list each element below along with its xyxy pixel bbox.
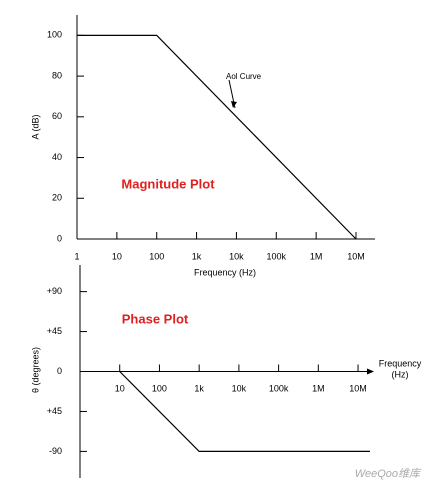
x-tick-label: 10k bbox=[232, 383, 247, 393]
annotation-arrowhead bbox=[231, 101, 237, 108]
y-tick-label: +90 bbox=[47, 286, 62, 296]
watermark: WeeQoo维库 bbox=[355, 467, 422, 480]
y-tick-label: -90 bbox=[49, 446, 62, 456]
x-tick-label: 10M bbox=[349, 383, 367, 393]
y-axis-label: θ (degrees) bbox=[30, 347, 40, 393]
x-tick-label: 1k bbox=[194, 383, 204, 393]
y-tick-label: +45 bbox=[47, 406, 62, 416]
y-tick-label: 20 bbox=[52, 193, 62, 203]
x-tick-label: 100k bbox=[269, 383, 289, 393]
y-tick-label: 40 bbox=[52, 152, 62, 162]
y-tick-label: 0 bbox=[57, 366, 62, 376]
x-tick-label: 10 bbox=[112, 251, 122, 261]
x-tick-label: 1M bbox=[312, 383, 325, 393]
y-tick-label: 100 bbox=[47, 30, 62, 40]
x-tick-label: 10M bbox=[347, 251, 365, 261]
y-axis-label: A (dB) bbox=[30, 114, 40, 139]
x-tick-label: 1 bbox=[74, 251, 79, 261]
chart-title: Phase Plot bbox=[122, 311, 189, 326]
x-axis-label: Frequency bbox=[379, 358, 422, 368]
annotation: Aol Curve bbox=[226, 72, 262, 81]
x-tick-label: 100 bbox=[149, 251, 164, 261]
x-axis-label: (Hz) bbox=[392, 369, 409, 379]
curve bbox=[119, 371, 370, 452]
x-tick-label: 100k bbox=[267, 251, 287, 261]
x-tick-label: 10k bbox=[229, 251, 244, 261]
y-tick-label: 80 bbox=[52, 70, 62, 80]
x-tick-label: 1k bbox=[192, 251, 202, 261]
x-tick-label: 100 bbox=[152, 383, 167, 393]
y-tick-label: 60 bbox=[52, 111, 62, 121]
x-axis-label: Frequency (Hz) bbox=[194, 267, 256, 277]
x-tick-label: 10 bbox=[115, 383, 125, 393]
y-tick-label: +45 bbox=[47, 326, 62, 336]
x-tick-label: 1M bbox=[310, 251, 323, 261]
curve bbox=[77, 34, 357, 240]
chart-title: Magnitude Plot bbox=[121, 176, 215, 191]
y-tick-label: 0 bbox=[57, 233, 62, 243]
x-axis-arrow bbox=[367, 368, 374, 375]
